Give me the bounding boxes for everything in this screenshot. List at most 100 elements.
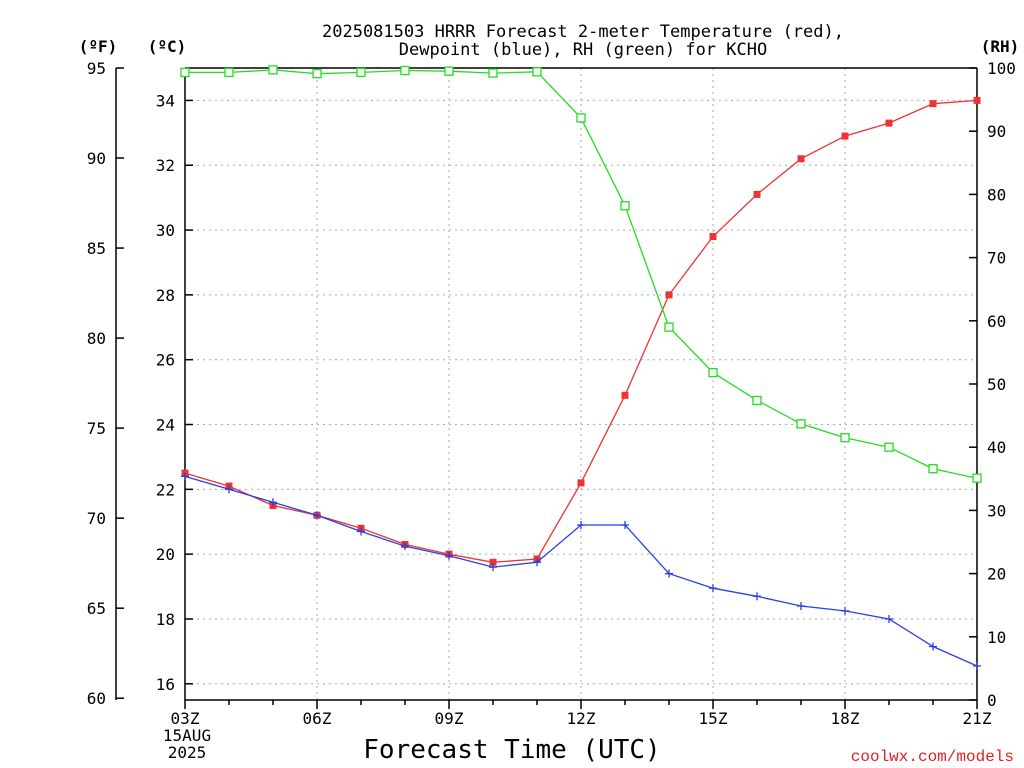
credit-link[interactable]: coolwx.com/models: [851, 748, 1014, 766]
date-label-day: 15AUG: [163, 726, 211, 745]
x-tick-label: 03Z: [171, 709, 200, 728]
series-rh-point: [224, 67, 234, 78]
rh-tick-label: 60: [987, 312, 1006, 331]
axes: [115, 67, 978, 709]
series-dewpoint-point: [885, 614, 893, 623]
rh-tick-label: 50: [987, 375, 1006, 394]
x-tick-label: 21Z: [963, 709, 992, 728]
series-rh-point: [972, 473, 982, 483]
series-dewpoint-point: [357, 527, 365, 536]
x-tick-label: 09Z: [435, 709, 464, 728]
series-dewpoint-point: [929, 642, 937, 651]
rh-tick-label: 90: [987, 122, 1006, 141]
series-rh-point: [180, 67, 190, 78]
celsius-tick-label: 32: [156, 156, 175, 175]
series-temperature-point: [753, 190, 761, 198]
celsius-unit-label: (ºC): [148, 37, 187, 56]
series-temperature-point: [973, 96, 981, 104]
series-rh-point: [796, 419, 806, 429]
series-dewpoint-point: [533, 558, 541, 567]
rh-tick-label: 30: [987, 501, 1006, 520]
date-label-year: 2025: [168, 743, 207, 762]
series-temperature-line: [184, 99, 978, 563]
series-dewpoint-point: [621, 520, 629, 529]
celsius-tick-label: 22: [156, 480, 175, 499]
series-rh-point: [840, 433, 850, 443]
series-dewpoint-point: [445, 551, 453, 560]
series-temperature-point: [709, 233, 717, 241]
x-tick-label: 12Z: [567, 709, 596, 728]
x-axis-title: Forecast Time (UTC): [363, 735, 660, 765]
series-rh-point: [664, 322, 674, 332]
series-dewpoint-point: [973, 661, 981, 670]
tick-labels: 60 65 70 75 80 85 90 95 16 18 20 22 24 26 28 30 32 34 0 10 2…: [87, 59, 1016, 728]
series-temperature-point: [577, 479, 585, 487]
series-dewpoint-point: [489, 563, 497, 572]
celsius-tick-label: 34: [156, 91, 175, 110]
celsius-tick-label: 16: [156, 675, 175, 694]
rh-tick-label: 100: [987, 59, 1016, 78]
series-dewpoint-point: [797, 602, 805, 611]
series-dewpoint-point: [709, 584, 717, 593]
rh-tick-label: 70: [987, 249, 1006, 268]
rh-tick-label: 10: [987, 628, 1006, 647]
series-dewpoint-point: [269, 498, 277, 507]
series-dewpoint-point: [225, 485, 233, 494]
x-tick-label: 15Z: [699, 709, 728, 728]
series-temperature-point: [665, 291, 673, 299]
series-temperature-point: [929, 100, 937, 108]
chart-title: 2025081503 HRRR Forecast 2-meter Tempera…: [322, 22, 844, 42]
series-rh-point: [356, 67, 366, 78]
series-temperature-point: [885, 119, 893, 127]
series-rh-point: [400, 65, 410, 76]
data-series: [180, 65, 982, 670]
fahrenheit-tick-label: 95: [87, 59, 106, 78]
celsius-tick-label: 24: [156, 416, 175, 435]
series-rh-point: [312, 69, 322, 79]
series-temperature-point: [489, 558, 497, 566]
series-dewpoint-point: [753, 592, 761, 601]
series-rh-point: [576, 113, 586, 123]
celsius-tick-label: 18: [156, 610, 175, 629]
series-rh-point: [444, 66, 454, 76]
series-rh-point: [532, 67, 542, 77]
series-rh-point: [752, 395, 762, 406]
fahrenheit-unit-label: (ºF): [79, 37, 118, 56]
series-dewpoint-line: [184, 475, 978, 667]
rh-unit-label: (RH): [981, 37, 1020, 56]
series-rh-point: [620, 201, 630, 211]
celsius-tick-label: 28: [156, 286, 175, 305]
series-temperature-point: [841, 132, 849, 140]
x-tick-label: 18Z: [831, 709, 860, 728]
rh-tick-label: 20: [987, 565, 1006, 584]
series-rh-point: [488, 68, 498, 78]
celsius-tick-label: 26: [156, 351, 175, 370]
series-dewpoint-point: [313, 511, 321, 520]
rh-tick-label: 80: [987, 185, 1006, 204]
grid-lines: [185, 68, 977, 700]
series-temperature-point: [797, 155, 805, 163]
rh-tick-label: 0: [987, 691, 997, 710]
series-dewpoint-point: [401, 542, 409, 551]
fahrenheit-tick-label: 75: [87, 419, 106, 438]
series-temperature-point: [621, 391, 629, 399]
series-dewpoint-point: [841, 606, 849, 615]
fahrenheit-tick-label: 90: [87, 149, 106, 168]
series-rh-point: [268, 65, 278, 75]
series-rh-point: [928, 464, 938, 474]
series-rh-point: [884, 442, 894, 452]
series-dewpoint-point: [665, 569, 673, 578]
series-dewpoint-point: [181, 472, 189, 481]
series-rh-point: [708, 367, 718, 378]
celsius-tick-label: 30: [156, 221, 175, 240]
fahrenheit-tick-label: 70: [87, 509, 106, 528]
fahrenheit-tick-label: 80: [87, 329, 106, 348]
chart-subtitle: Dewpoint (blue), RH (green) for KCHO: [399, 40, 767, 60]
fahrenheit-tick-label: 65: [87, 599, 106, 618]
x-tick-label: 06Z: [303, 709, 332, 728]
series-dewpoint-point: [577, 520, 585, 529]
fahrenheit-tick-label: 85: [87, 239, 106, 258]
celsius-tick-label: 20: [156, 545, 175, 564]
fahrenheit-tick-label: 60: [87, 689, 106, 708]
